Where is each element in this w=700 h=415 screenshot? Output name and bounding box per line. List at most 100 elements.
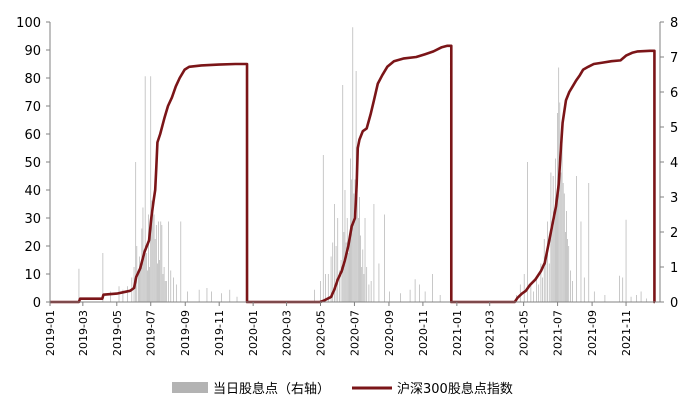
y-right-tick-label: 8 [670,16,678,31]
bar [168,221,169,302]
bar [593,291,595,302]
bar [580,221,582,302]
bar [110,291,112,302]
bar [236,296,238,302]
x-tick-label: 2020-01 [247,310,260,356]
y-left-tick-label: 30 [24,212,41,227]
bar [360,235,361,302]
x-tick-label: 2020-11 [417,310,430,356]
bar [138,274,139,302]
y-left-tick-label: 80 [24,72,41,87]
bar [163,267,165,302]
bar [143,249,145,302]
bar [151,200,153,302]
line-series [50,44,656,304]
bar [640,291,642,302]
bar [349,239,350,302]
bar [145,253,147,302]
bar [538,284,540,302]
bar [353,193,355,302]
bar [345,242,347,302]
bar [161,225,163,302]
x-tick-label: 2021-11 [620,310,633,356]
bar [180,221,182,302]
x-tick-label: 2021-01 [451,310,464,356]
bar [325,274,326,302]
bar [619,275,620,302]
bar [346,218,348,302]
y-left-tick-label: 20 [24,240,41,255]
bar [359,197,360,302]
bar [150,76,152,302]
bar [139,256,140,302]
bar [588,183,590,302]
bar [187,291,188,302]
bar [364,218,366,302]
bar [583,277,585,302]
bar [568,246,570,302]
x-tick-label: 2019-05 [111,310,124,356]
bar [363,274,365,302]
x-tick-label: 2021-05 [518,310,531,356]
bar [206,288,208,302]
bar [432,274,433,302]
bar [149,267,150,302]
bar [314,289,315,302]
bar [148,214,149,302]
index-line [50,44,656,304]
bar [175,284,177,302]
bar [335,246,337,302]
legend: 当日股息点（右轴） 沪深300股息点指数 [172,381,513,397]
bar [144,76,146,302]
bar [439,295,441,302]
bar [357,218,359,302]
bar [519,284,521,302]
x-tick-label: 2020-05 [314,310,327,356]
bar [557,113,558,302]
bar [604,295,606,302]
bar [332,242,334,302]
bar [140,263,142,302]
bar [576,176,577,302]
x-tick-label: 2020-03 [281,310,294,356]
bar [551,221,553,302]
bar [636,295,637,302]
y-left-tick-label: 90 [24,44,41,59]
bar [78,268,80,302]
bar [552,176,554,302]
bar [342,85,344,302]
bar [565,232,566,302]
x-tick-label: 2021-09 [586,310,599,356]
bar [622,277,624,302]
bar [198,289,200,302]
bar [337,218,339,302]
bar [361,267,363,302]
bar [102,253,104,302]
y-right-tick-label: 1 [670,261,678,276]
y-right-tick-label: 2 [670,226,678,241]
bar [536,277,537,302]
bar [561,134,563,302]
bar [566,211,567,302]
bar [339,270,340,302]
bar [625,219,627,302]
bar [340,260,342,302]
bar [347,253,349,302]
bar [122,289,124,302]
bar [366,267,368,302]
bar [322,155,324,302]
bar [373,204,375,302]
axes: 0 10 20 30 40 50 60 70 80 90 100 0 1 2 3 4 5 6 7 8 2019-01 20… [16,16,678,356]
y-left-tick-label: 60 [24,128,41,143]
bar [560,172,562,302]
bar [160,221,162,302]
y-right-tick-label: 4 [670,156,678,171]
x-tick-label: 2019-01 [44,310,57,356]
bar [378,263,380,302]
bar [527,162,528,302]
y-left-tick-label: 10 [24,268,41,283]
bar [127,286,128,302]
bar [547,221,548,302]
bar [165,281,167,302]
